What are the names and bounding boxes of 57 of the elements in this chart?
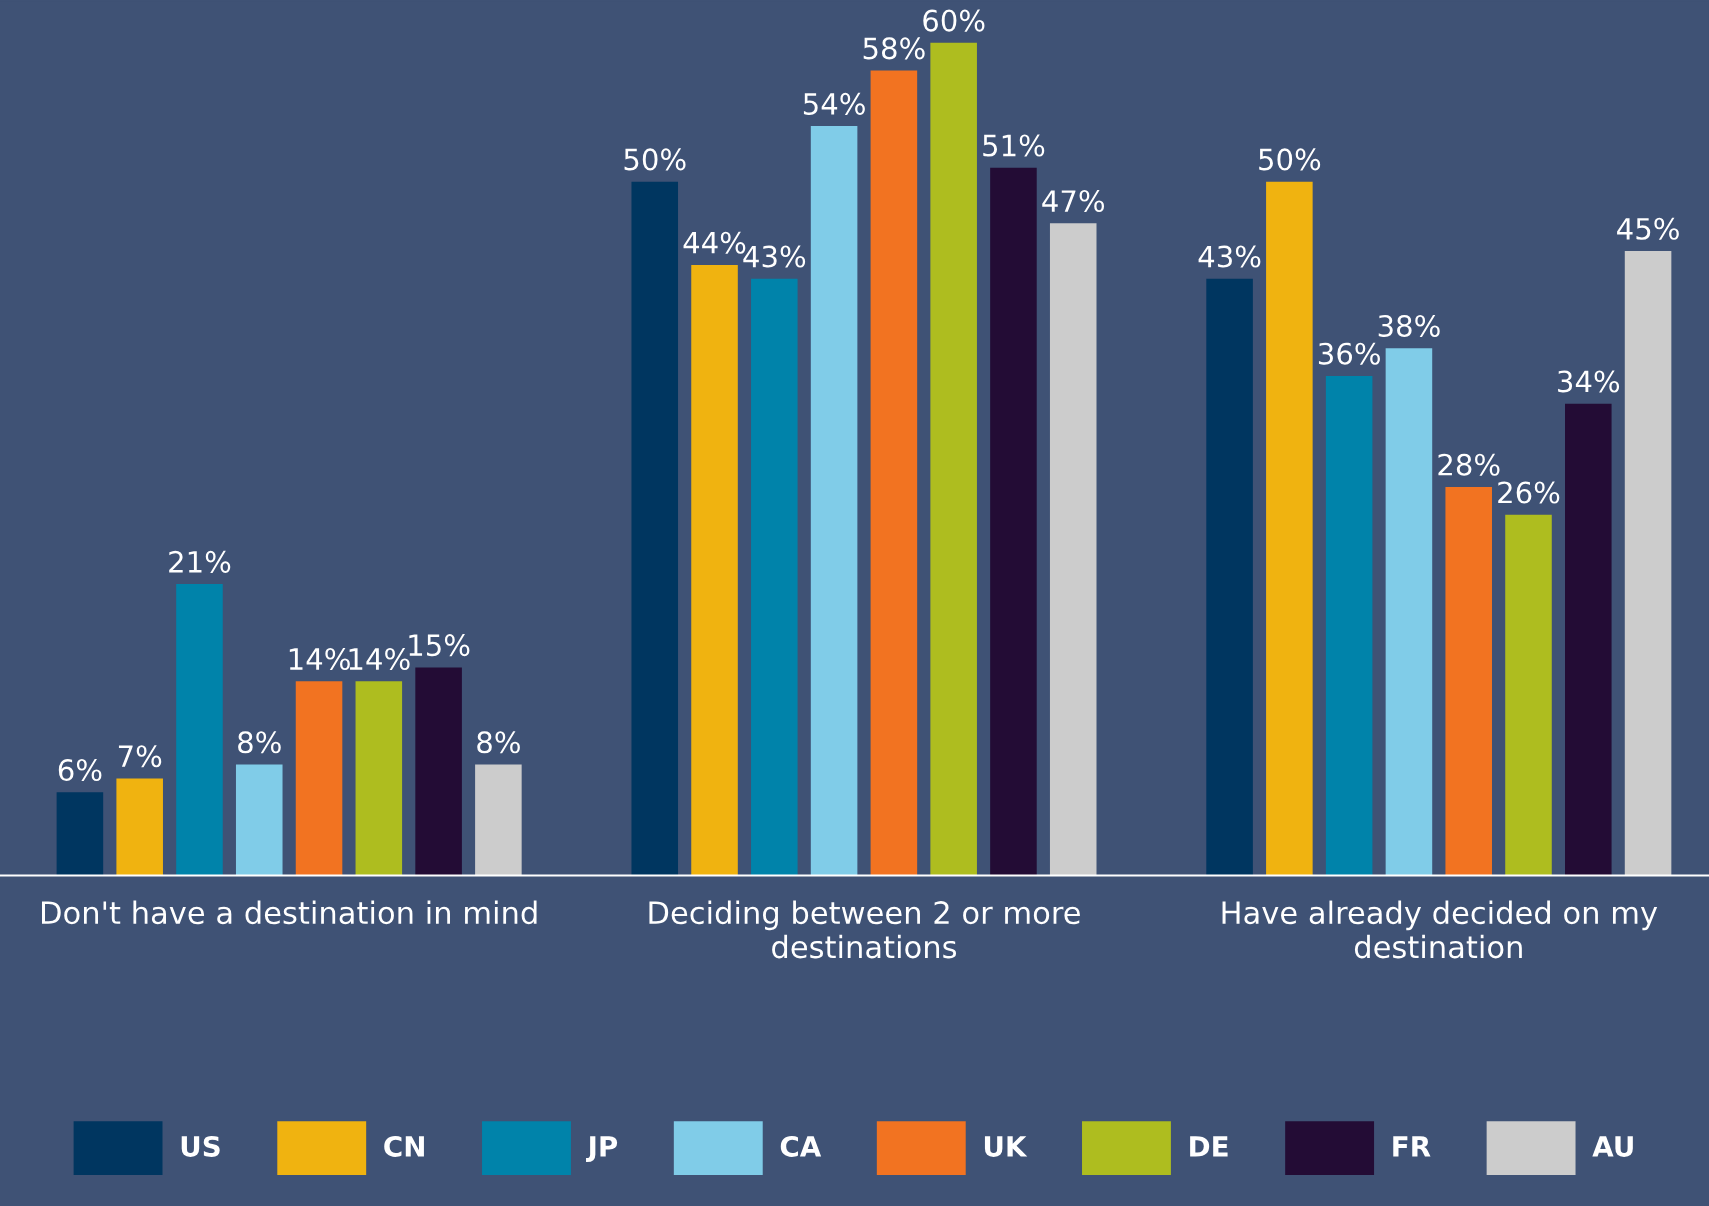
bar — [176, 584, 223, 876]
data-label: 38% — [1378, 314, 1440, 337]
data-label: 14% — [349, 647, 410, 671]
data-label: 45% — [1617, 217, 1679, 240]
x-tick-label: Don't have a destination in mind — [42, 900, 537, 925]
data-label: 58% — [863, 37, 925, 60]
bar — [1624, 251, 1672, 876]
data-label: 47% — [1042, 189, 1105, 213]
bar — [1266, 181, 1313, 876]
legend-label: UK — [984, 1136, 1028, 1157]
bar — [1505, 514, 1552, 876]
data-label: 8% — [238, 731, 281, 754]
data-label: 36% — [1318, 342, 1380, 365]
legend-label: AU — [1592, 1136, 1633, 1157]
data-label: 6% — [58, 759, 102, 782]
bar — [1049, 223, 1097, 876]
bar — [930, 42, 977, 876]
bar — [415, 667, 462, 876]
bar — [691, 264, 738, 876]
data-label: 7% — [118, 745, 162, 768]
legend-label: DE — [1190, 1136, 1228, 1157]
legend-label: US — [181, 1135, 220, 1157]
bar — [751, 278, 798, 876]
bar — [631, 181, 679, 876]
data-label: 14% — [289, 647, 350, 671]
bar — [1445, 486, 1492, 876]
data-label: 50% — [1259, 148, 1321, 171]
data-label: 51% — [983, 134, 1045, 157]
data-label: 15% — [409, 634, 470, 657]
data-label: 60% — [923, 9, 985, 32]
bar — [355, 681, 403, 876]
bar — [990, 167, 1037, 876]
data-label: 26% — [1498, 481, 1560, 504]
data-label: 8% — [477, 731, 520, 754]
data-label: 43% — [1198, 245, 1261, 268]
data-label: 50% — [624, 148, 686, 171]
bar — [56, 792, 104, 876]
data-label: 34% — [1558, 370, 1620, 393]
bar — [295, 681, 343, 876]
bar — [1206, 278, 1253, 876]
bar — [475, 764, 522, 876]
bar — [1385, 348, 1433, 876]
bar — [1325, 375, 1373, 876]
legend-label: FR — [1393, 1136, 1431, 1157]
data-label: 28% — [1438, 453, 1500, 476]
bar — [810, 126, 858, 876]
data-label: 54% — [803, 92, 865, 115]
legend-label: JP — [586, 1136, 618, 1163]
x-tick-label: Deciding between 2 or more destinations — [649, 900, 1080, 959]
bar — [116, 778, 163, 876]
data-label: 21% — [169, 550, 231, 573]
x-tick-label: Have already decided on my destination — [1222, 900, 1658, 959]
legend-label: CA — [780, 1135, 822, 1157]
bar — [1565, 403, 1612, 876]
bar — [870, 70, 918, 876]
bar — [235, 764, 283, 876]
legend-label: CN — [384, 1135, 424, 1157]
